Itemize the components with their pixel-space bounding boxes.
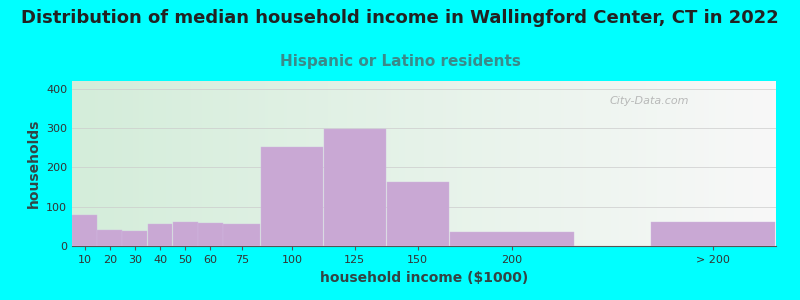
Bar <box>98 230 122 246</box>
Bar <box>450 232 574 246</box>
Text: Hispanic or Latino residents: Hispanic or Latino residents <box>279 54 521 69</box>
Bar <box>261 147 323 246</box>
Bar <box>72 214 97 246</box>
Bar <box>147 224 173 246</box>
Text: City-Data.com: City-Data.com <box>610 96 689 106</box>
Bar <box>173 222 198 246</box>
Bar <box>651 222 775 246</box>
Y-axis label: households: households <box>26 119 41 208</box>
Bar <box>324 129 386 246</box>
X-axis label: household income ($1000): household income ($1000) <box>320 271 528 285</box>
Text: Distribution of median household income in Wallingford Center, CT in 2022: Distribution of median household income … <box>21 9 779 27</box>
Bar <box>223 224 260 246</box>
Bar <box>198 223 222 246</box>
Bar <box>386 182 449 246</box>
Bar <box>122 231 147 246</box>
